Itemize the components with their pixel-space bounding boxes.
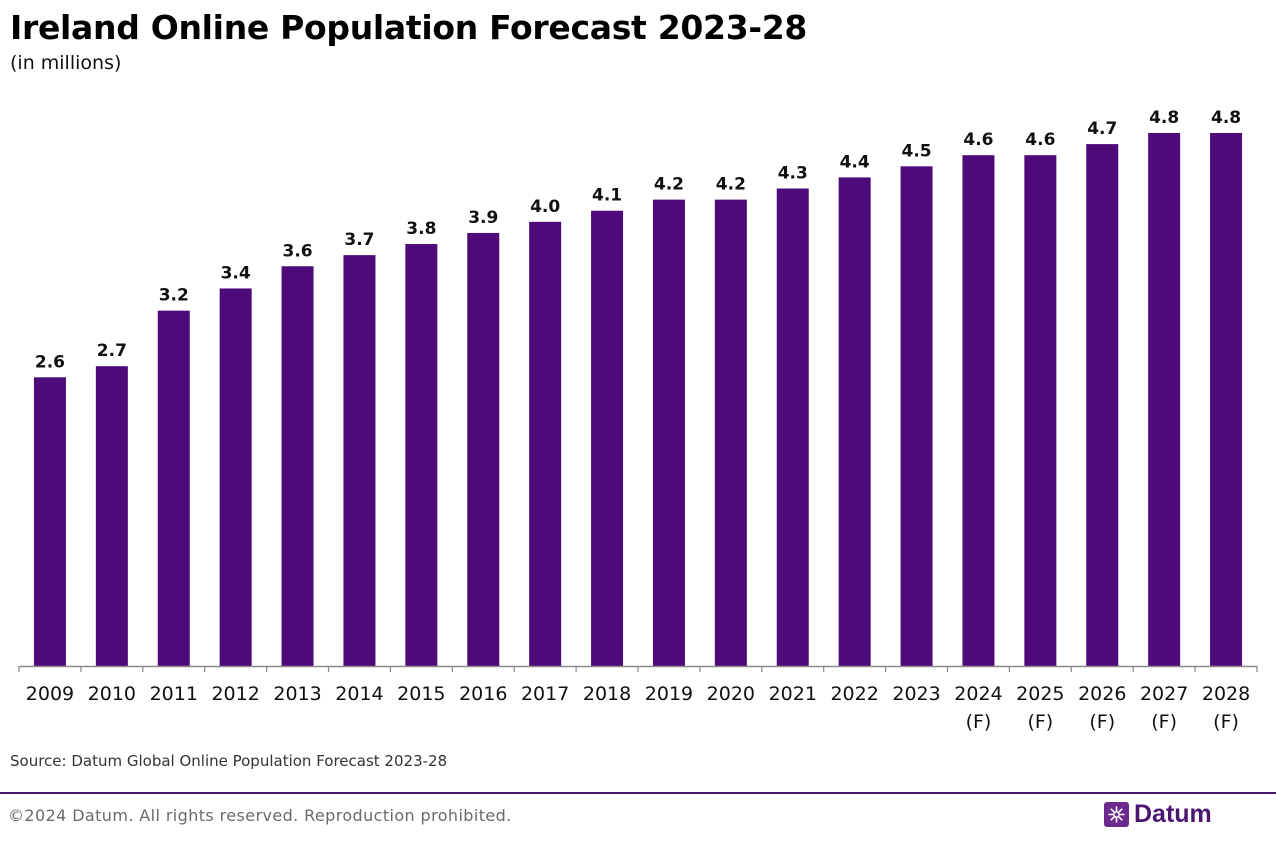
chart-title: Ireland Online Population Forecast 2023-… xyxy=(10,8,808,47)
data-label: 3.2 xyxy=(159,286,189,306)
data-label: 3.6 xyxy=(282,241,312,261)
x-tick-label: 2024 (F) xyxy=(954,683,1002,733)
bar xyxy=(281,266,314,666)
x-tick-label: 2014 xyxy=(335,683,383,705)
data-label: 3.8 xyxy=(406,219,436,239)
data-label: 3.7 xyxy=(344,230,374,250)
bar xyxy=(405,244,438,666)
x-tick-label: 2018 xyxy=(583,683,631,705)
bar xyxy=(1086,144,1119,666)
bar-chart: 2.6 2009 2.7 2010 3.2 2011 3.4 2012 3.6 2013 3.7 20… xyxy=(18,108,1258,733)
bar xyxy=(467,232,500,666)
x-tick-label: 2012 xyxy=(211,683,259,705)
data-label: 4.4 xyxy=(840,152,870,172)
bar xyxy=(962,155,995,667)
x-tick-label: 2020 xyxy=(707,683,755,705)
bar xyxy=(1148,133,1181,666)
bar xyxy=(1210,133,1243,666)
x-tick-label: 2023 xyxy=(892,683,940,705)
x-tick-label: 2027 (F) xyxy=(1140,683,1188,733)
datum-logo-text: Datum xyxy=(1134,800,1212,828)
copyright-text: ©2024 Datum. All rights reserved. Reprod… xyxy=(8,806,512,825)
bar xyxy=(157,310,190,666)
x-tick-label: 2019 xyxy=(645,683,693,705)
data-label: 4.2 xyxy=(654,175,684,195)
x-tick-label: 2021 xyxy=(769,683,817,705)
x-tick-label: 2022 xyxy=(830,683,878,705)
bar xyxy=(652,199,685,666)
bar xyxy=(776,188,809,667)
bar xyxy=(95,366,128,666)
x-tick-label: 2025 (F) xyxy=(1016,683,1064,733)
data-label: 4.0 xyxy=(530,197,560,217)
x-tick-label: 2026 (F) xyxy=(1078,683,1126,733)
data-label: 2.7 xyxy=(97,341,127,361)
x-tick-label: 2011 xyxy=(150,683,198,705)
footer-divider xyxy=(0,792,1276,794)
bar xyxy=(591,210,624,666)
bar xyxy=(343,255,376,667)
data-label: 4.8 xyxy=(1211,108,1241,128)
data-label: 4.6 xyxy=(963,130,993,150)
data-label: 3.9 xyxy=(468,208,498,228)
x-tick-label: 2016 xyxy=(459,683,507,705)
x-tick-label: 2017 xyxy=(521,683,569,705)
chart-subtitle: (in millions) xyxy=(10,52,122,74)
bar xyxy=(219,288,252,666)
data-label: 4.1 xyxy=(592,186,622,206)
data-label: 2.6 xyxy=(35,352,65,372)
source-note: Source: Datum Global Online Population F… xyxy=(10,752,448,770)
data-label: 3.4 xyxy=(221,263,251,283)
x-tick-label: 2028 (F) xyxy=(1202,683,1250,733)
x-tick-label: 2010 xyxy=(88,683,136,705)
datum-logo: Datum xyxy=(1104,800,1212,829)
bar xyxy=(1024,155,1057,667)
data-label: 4.2 xyxy=(716,175,746,195)
data-label: 4.3 xyxy=(778,164,808,184)
datum-logo-icon xyxy=(1104,802,1129,827)
data-label: 4.8 xyxy=(1149,108,1179,128)
x-tick-label: 2015 xyxy=(397,683,445,705)
data-label: 4.5 xyxy=(901,141,931,161)
bar xyxy=(529,221,562,667)
bar xyxy=(838,177,871,666)
data-label: 4.6 xyxy=(1025,130,1055,150)
x-tick-label: 2013 xyxy=(273,683,321,705)
data-label: 4.7 xyxy=(1087,119,1117,139)
x-tick-label: 2009 xyxy=(26,683,74,705)
bar xyxy=(33,377,66,666)
bar xyxy=(900,166,933,666)
bar xyxy=(714,199,747,666)
